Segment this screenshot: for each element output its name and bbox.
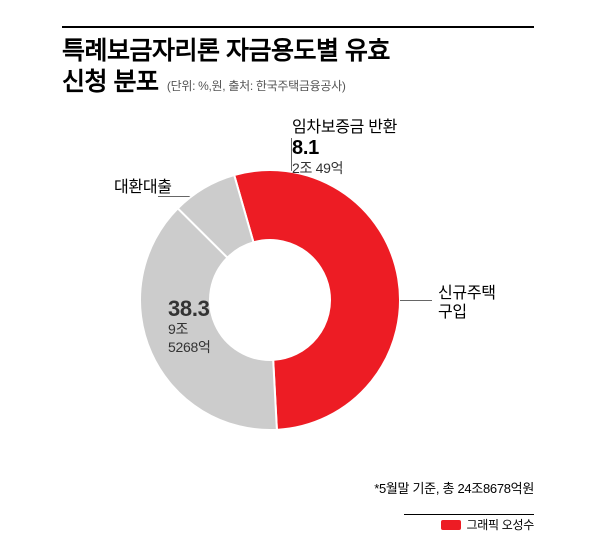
title-line-2-wrap: 신청 분포 (단위: %,원, 출처: 한국주택금융공사) [62, 67, 534, 98]
deposit-amt1: 2조 49억 [292, 160, 397, 178]
newhome-amt1: 13조 [278, 287, 321, 305]
refi-amt2: 5268억 [168, 339, 211, 357]
deposit-name: 임차보증금 반환 [292, 118, 397, 137]
newhome-amt2: 3361억 [278, 305, 321, 323]
credit-block: 그래픽 오성수 [441, 516, 534, 533]
refi-name: 대환대출 [114, 178, 172, 197]
deposit-pct: 8.1 [292, 137, 397, 160]
label-newhome-center: 53.6 13조 3361억 [278, 262, 321, 322]
newhome-name1: 신규주택 [438, 284, 496, 303]
credit-mark [441, 520, 461, 530]
infographic-container: 특례보금자리론 자금용도별 유효 신청 분포 (단위: %,원, 출처: 한국주… [0, 0, 596, 559]
title-line-2: 신청 분포 [62, 68, 158, 96]
top-rule [62, 26, 534, 28]
title-subtitle: (단위: %,원, 출처: 한국주택금융공사) [167, 79, 346, 93]
title-line-1: 특례보금자리론 자금용도별 유효 [62, 36, 534, 67]
label-refi-center: 38.3 9조 5268억 [168, 296, 211, 356]
refi-pct: 38.3 [168, 296, 211, 321]
footnote: *5월말 기준, 총 24조8678억원 [374, 478, 534, 497]
label-refi-name: 대환대출 [114, 178, 172, 197]
bottom-rule [404, 514, 534, 515]
title-block: 특례보금자리론 자금용도별 유효 신청 분포 (단위: %,원, 출처: 한국주… [62, 36, 534, 99]
refi-amt1: 9조 [168, 321, 211, 339]
label-deposit: 임차보증금 반환 8.1 2조 49억 [292, 118, 397, 178]
newhome-pct: 53.6 [278, 262, 321, 287]
credit-text: 그래픽 오성수 [467, 516, 534, 533]
newhome-name2: 구입 [438, 303, 496, 322]
label-newhome-name: 신규주택 구입 [438, 284, 496, 322]
